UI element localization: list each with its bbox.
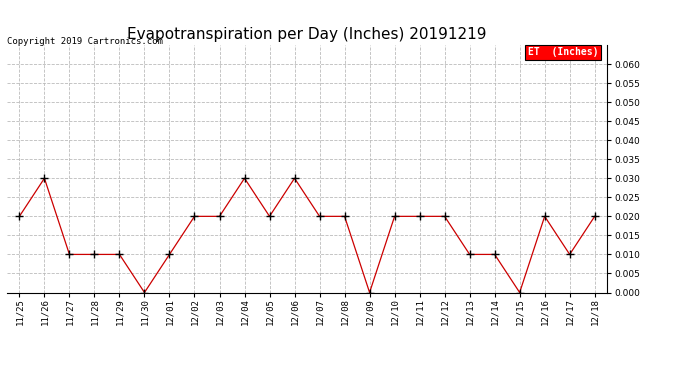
Point [589,213,600,219]
Point [64,251,75,257]
Title: Evapotranspiration per Day (Inches) 20191219: Evapotranspiration per Day (Inches) 2019… [127,27,487,42]
Point [414,213,425,219]
Point [489,251,500,257]
Text: ET  (Inches): ET (Inches) [528,48,598,57]
Point [389,213,400,219]
Point [89,251,100,257]
Point [189,213,200,219]
Text: Copyright 2019 Cartronics.com: Copyright 2019 Cartronics.com [7,38,163,46]
Point [264,213,275,219]
Point [314,213,325,219]
Point [289,175,300,181]
Point [514,290,525,296]
Point [14,213,25,219]
Point [114,251,125,257]
Point [164,251,175,257]
Point [439,213,450,219]
Point [214,213,225,219]
Point [139,290,150,296]
Point [239,175,250,181]
Point [564,251,575,257]
Point [364,290,375,296]
Point [539,213,550,219]
Point [464,251,475,257]
Point [339,213,350,219]
Point [39,175,50,181]
